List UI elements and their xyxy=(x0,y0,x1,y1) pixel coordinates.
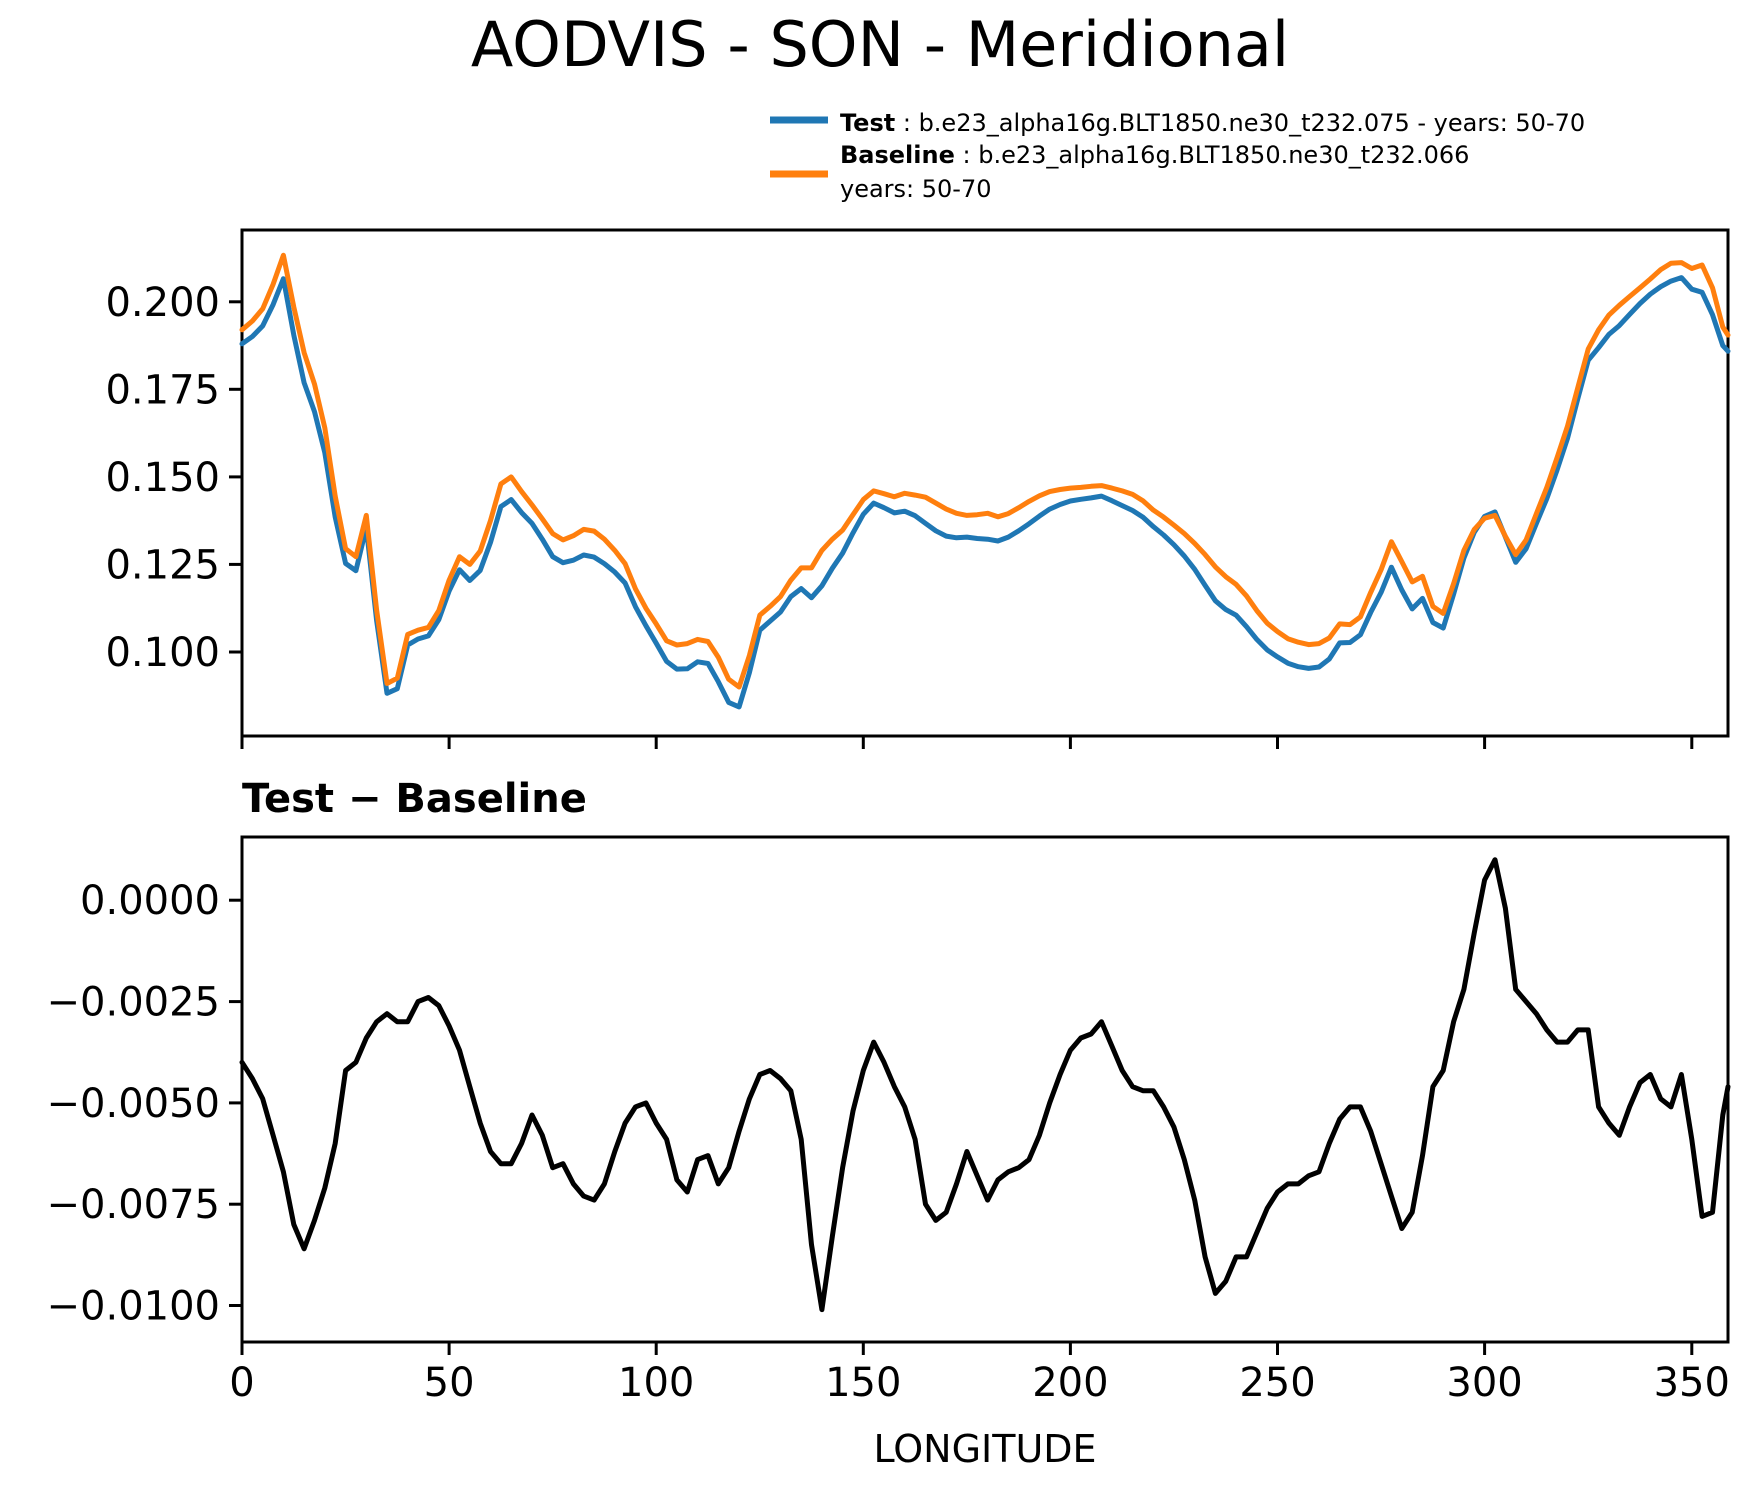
diff-panel-title: Test − Baseline xyxy=(242,776,587,822)
baseline-line xyxy=(239,252,1731,690)
test-baseline-line xyxy=(239,857,1731,1313)
x-tick-label: 100 xyxy=(618,1360,694,1406)
legend-test-entry: Test : b.e23_alpha16g.BLT1850.ne30_t232.… xyxy=(840,109,1585,137)
test-line xyxy=(239,275,1731,710)
y-tick-label: −0.0050 xyxy=(47,1081,220,1127)
y-tick-label: −0.0075 xyxy=(47,1182,220,1228)
legend-baseline-years: years: 50-70 xyxy=(840,175,992,203)
legend-test-desc: : b.e23_alpha16g.BLT1850.ne30_t232.075 -… xyxy=(895,109,1585,137)
y-tick-label: 0.175 xyxy=(105,367,220,413)
y-tick-label: 0.100 xyxy=(105,630,220,676)
x-tick-label: 50 xyxy=(424,1360,475,1406)
y-tick-label: −0.0100 xyxy=(47,1284,220,1330)
x-tick-label: 150 xyxy=(825,1360,901,1406)
x-tick-label: 200 xyxy=(1032,1360,1108,1406)
y-tick-label: 0.0000 xyxy=(80,878,220,924)
legend-test-label: Test xyxy=(840,109,895,137)
axes-frame xyxy=(240,228,1730,738)
y-tick-label: 0.150 xyxy=(105,455,220,501)
x-tick-label: 300 xyxy=(1446,1360,1522,1406)
y-tick-label: 0.200 xyxy=(105,280,220,326)
legend-baseline-desc: : b.e23_alpha16g.BLT1850.ne30_t232.066 xyxy=(955,141,1470,169)
x-tick-label: 250 xyxy=(1239,1360,1315,1406)
main-chart-panel: 0.200 0.175 0.150 0.125 0.100 xyxy=(105,228,1731,749)
x-tick-label: 350 xyxy=(1654,1360,1730,1406)
legend: Test : b.e23_alpha16g.BLT1850.ne30_t232.… xyxy=(770,109,1585,203)
chart-title: AODVIS - SON - Meridional xyxy=(471,8,1289,81)
legend-baseline-entry: Baseline : b.e23_alpha16g.BLT1850.ne30_t… xyxy=(840,141,1469,169)
x-axis-label: LONGITUDE xyxy=(873,1427,1096,1471)
y-tick-label: 0.125 xyxy=(105,542,220,588)
y-tick-label: −0.0025 xyxy=(47,980,220,1026)
x-tick-label: 0 xyxy=(229,1360,254,1406)
legend-baseline-label: Baseline xyxy=(840,141,955,169)
